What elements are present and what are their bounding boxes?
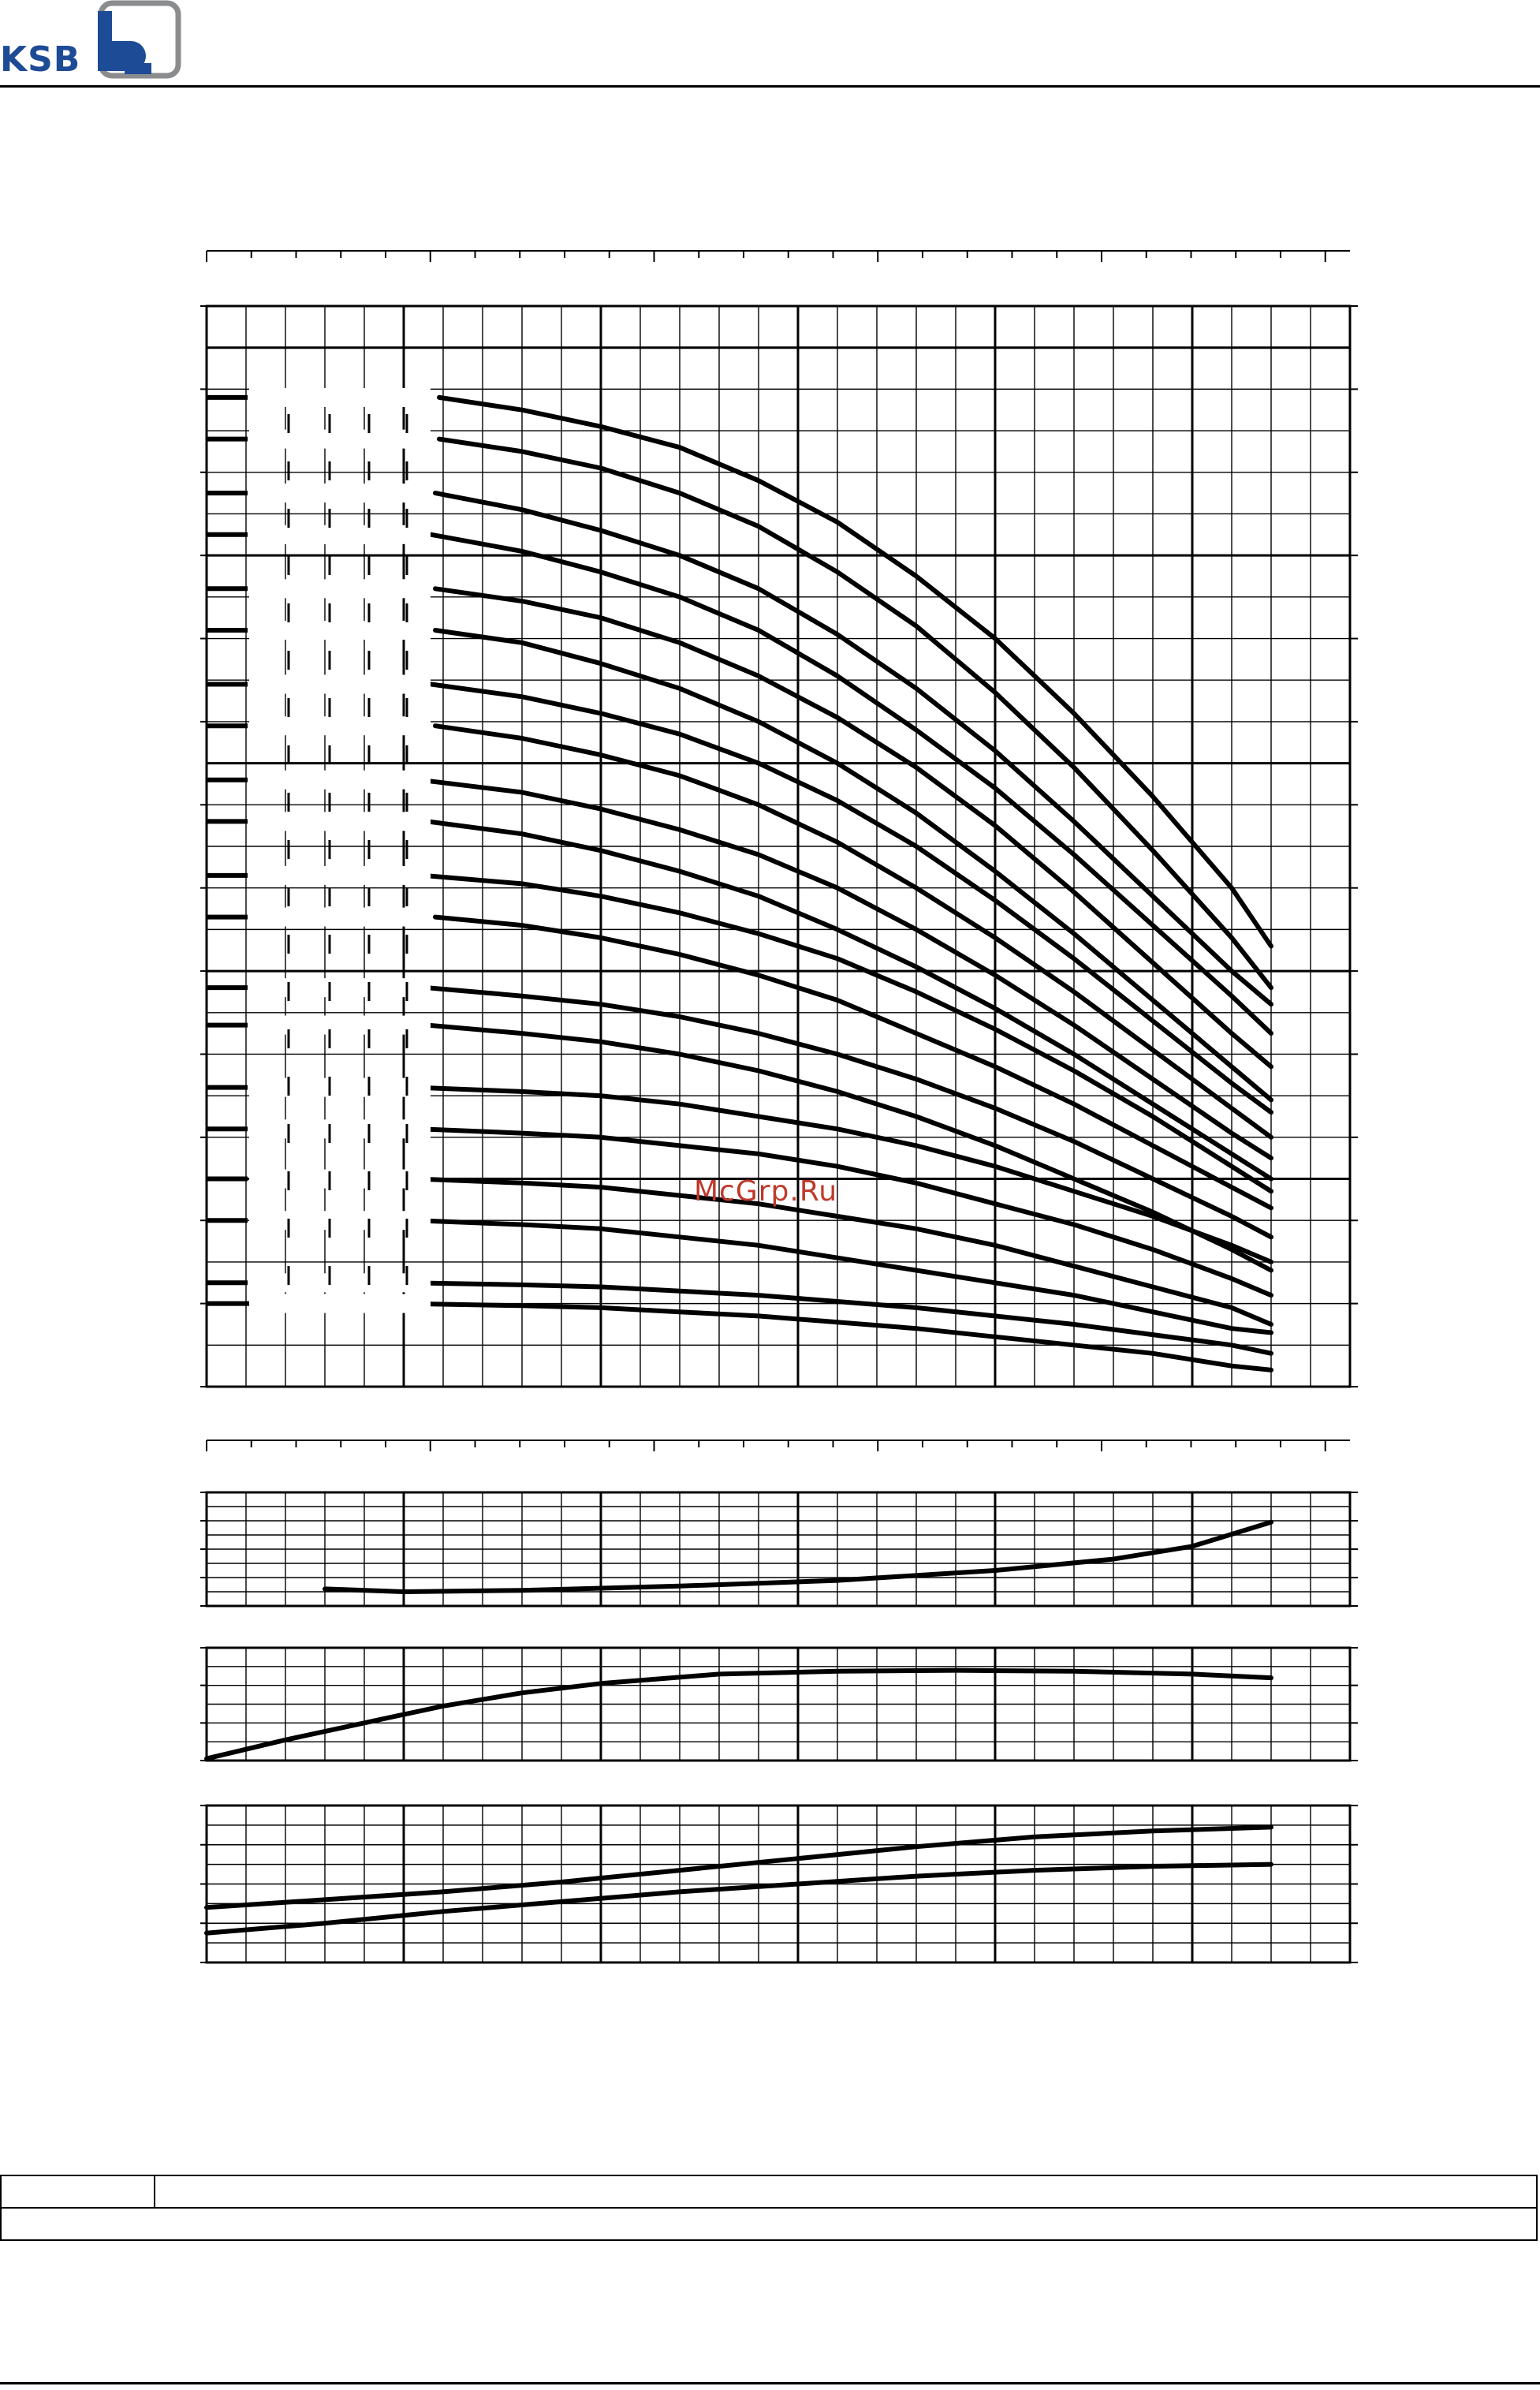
curve-label-mask (249, 907, 431, 927)
logo-wordmark: KSB (0, 39, 81, 80)
curve-label-mask (249, 865, 431, 885)
series-line-1 (204, 1667, 1273, 1761)
curve-label-mask (249, 1294, 431, 1313)
series-line-17 (413, 1176, 1273, 1327)
curve-label-mask (249, 770, 431, 790)
curve-label-mask (249, 1015, 431, 1035)
series-line-8 (433, 723, 1273, 1140)
series-line-7 (429, 682, 1273, 1115)
info-cell (154, 2175, 1538, 2209)
series-line-9 (417, 777, 1273, 1161)
series-line-18 (413, 1218, 1273, 1335)
curve-label-mask (249, 525, 431, 544)
curve-label-mask (249, 484, 431, 503)
series-line-12 (433, 914, 1273, 1211)
series-line-11 (421, 872, 1273, 1194)
curve-label-mask (249, 1077, 431, 1097)
curve-label-mask (249, 1169, 431, 1189)
series-line-14 (425, 1022, 1273, 1273)
info-table-row (0, 2207, 1538, 2241)
series-line-10 (425, 819, 1273, 1182)
curve-label-mask (249, 429, 431, 449)
series-line-15 (413, 1085, 1273, 1264)
series-line-19 (405, 1280, 1273, 1356)
curve-label-mask (249, 1211, 431, 1230)
curve-label-mask (249, 579, 431, 599)
curve-label-mask (249, 387, 431, 407)
info-cell (0, 2207, 1538, 2241)
plot-frame (205, 1646, 1352, 1762)
logo-mark-icon (98, 0, 181, 79)
series-line-1 (437, 394, 1273, 949)
series-line-1 (323, 1519, 1273, 1594)
series-line-13 (425, 985, 1273, 1240)
info-table-row (0, 2175, 1538, 2209)
footer-rule (0, 2382, 1540, 2384)
curve-label-mask (249, 1119, 431, 1139)
curve-label-mask (249, 1273, 431, 1293)
series-line-6 (433, 628, 1273, 1103)
header-rule (0, 85, 1540, 88)
curve-label-mask (249, 978, 431, 998)
series-line-16 (417, 1126, 1273, 1298)
plot-frame (205, 304, 1352, 1388)
info-cell (0, 2175, 155, 2209)
info-table (0, 2175, 1538, 2241)
curve-label-mask (249, 716, 431, 736)
series-line-5 (433, 586, 1273, 1070)
curve-label-mask (249, 674, 431, 694)
curve-label-mask (249, 621, 431, 640)
series-line-4 (429, 532, 1273, 1036)
series-line-3 (433, 491, 1273, 1007)
series-line-20 (244, 1301, 1273, 1372)
series-line-1 (204, 1824, 1273, 1910)
curve-label-mask (249, 812, 431, 831)
series-line-2 (437, 436, 1273, 991)
ksb-logo (98, 0, 181, 79)
watermark: McGrp.Ru (694, 1175, 838, 1208)
series-line-2 (204, 1862, 1273, 1936)
